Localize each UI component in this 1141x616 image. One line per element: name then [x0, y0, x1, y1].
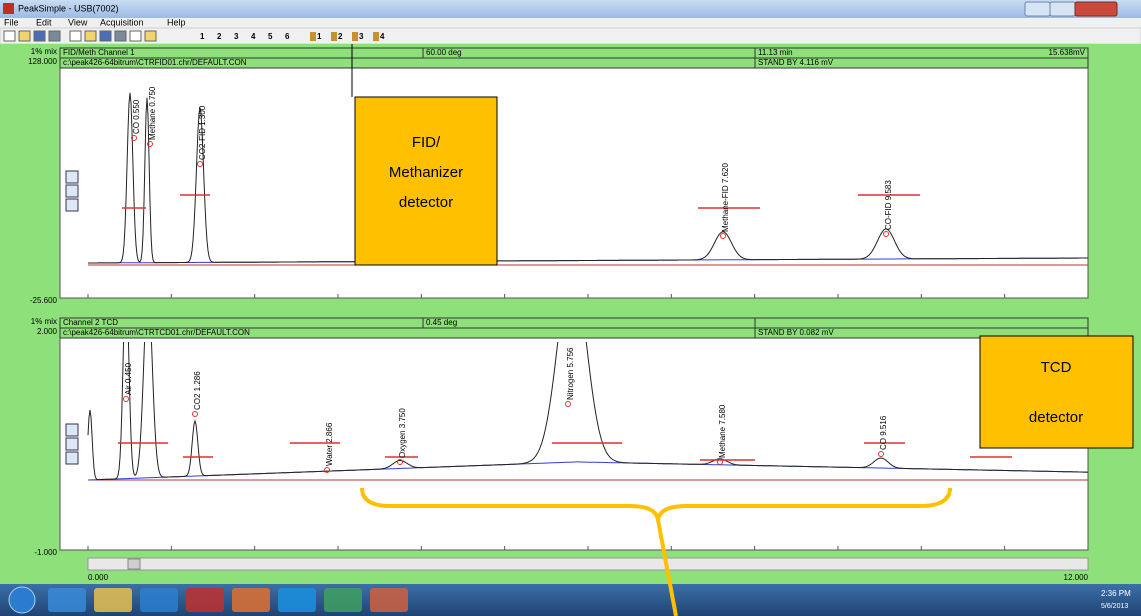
status: STAND BY 0.082 mV: [758, 328, 834, 337]
peak-label: Air 0.450: [124, 362, 133, 395]
tcd-annotation-text: TCD: [1041, 359, 1072, 376]
status: STAND BY 4.116 mV: [758, 58, 834, 67]
y-min-label: -1.000: [34, 548, 57, 557]
peak-label: Nitrogen 5.756: [566, 347, 575, 400]
channel-button[interactable]: 1: [200, 32, 205, 41]
channel-button[interactable]: 3: [234, 32, 239, 41]
channel-button[interactable]: 2: [217, 32, 222, 41]
tool-button[interactable]: [49, 31, 60, 41]
minimize-button[interactable]: [1025, 2, 1050, 16]
tool-button[interactable]: [115, 31, 126, 41]
file-path: c:\peak426-64bitrum\CTRFID01.chr/DEFAULT…: [63, 58, 247, 67]
detector-icon[interactable]: [373, 32, 379, 41]
menu-item[interactable]: Acquisition: [100, 17, 144, 27]
zoom-button[interactable]: [66, 199, 78, 211]
taskbar-app[interactable]: [324, 588, 362, 612]
page: { "window": {"title": "PeakSimple - USB(…: [0, 0, 1141, 616]
fid-annotation-text: Methanizer: [389, 164, 463, 181]
mix-label: 1% mix: [31, 317, 57, 326]
channel1-plot: [60, 68, 1088, 298]
channel-name: Channel 2 TCD: [63, 318, 118, 327]
detector-button[interactable]: 2: [338, 32, 343, 41]
fid-annotation-text: FID/: [412, 134, 441, 151]
peak-label: Oxygen 3.750: [398, 408, 407, 458]
taskbar-app[interactable]: [370, 588, 408, 612]
run-time: 11.13 min: [758, 48, 793, 57]
peak-label: CO 0.550: [132, 99, 141, 134]
tool-button[interactable]: [19, 31, 30, 41]
header-row: [60, 318, 1088, 328]
maximize-button[interactable]: [1050, 2, 1075, 16]
tcd-annotation: [980, 336, 1133, 448]
menu-item[interactable]: Help: [167, 17, 186, 27]
clock-time: 2:36 PM: [1101, 589, 1131, 598]
temperature: 0.45 deg: [426, 318, 457, 327]
tool-button[interactable]: [100, 31, 111, 41]
screenshot: PeakSimple - USB(7002) File Edit View Acqui…: [0, 0, 1141, 616]
tcd-annotation-text: detector: [1029, 409, 1083, 426]
detector-button[interactable]: 4: [380, 32, 385, 41]
peak-label: CO 9.516: [879, 415, 888, 450]
taskbar-app[interactable]: [232, 588, 270, 612]
taskbar-app[interactable]: [186, 588, 224, 612]
zoom-button[interactable]: [66, 171, 78, 183]
tool-button[interactable]: [4, 31, 15, 41]
tool-button[interactable]: [130, 31, 141, 41]
detector-icon[interactable]: [331, 32, 337, 41]
zoom-button[interactable]: [66, 438, 78, 450]
zoom-button[interactable]: [66, 185, 78, 197]
fid-annotation-text: detector: [399, 194, 453, 211]
fid-annotation: [355, 97, 497, 265]
menu-item[interactable]: Edit: [36, 17, 52, 27]
menu-item[interactable]: View: [68, 17, 88, 27]
app-icon: [3, 3, 14, 14]
taskbar-app[interactable]: [278, 588, 316, 612]
scroll-thumb[interactable]: [128, 559, 140, 569]
menu-item[interactable]: File: [4, 17, 19, 27]
file-path: c:\peak426-64bitrum\CTRTCD01.chr/DEFAULT…: [63, 328, 250, 337]
y-min-label: -25.600: [30, 296, 58, 305]
signal: 15.638mV: [1049, 48, 1086, 57]
y-max-label: 128.000: [28, 57, 57, 66]
peak-label: Methane-FID 7.620: [721, 163, 730, 232]
time-end: 12.000: [1064, 573, 1089, 582]
tool-button[interactable]: [70, 31, 81, 41]
taskbar-app[interactable]: [140, 588, 178, 612]
start-button[interactable]: [9, 587, 35, 613]
detector-icon[interactable]: [352, 32, 358, 41]
tool-button[interactable]: [34, 31, 45, 41]
tool-button[interactable]: [85, 31, 96, 41]
peak-label: Methane 7.580: [718, 404, 727, 458]
channel-button[interactable]: 6: [285, 32, 290, 41]
title-bar: [0, 0, 1141, 18]
detector-button[interactable]: 3: [359, 32, 364, 41]
peak-label: CO-FID 9.583: [884, 180, 893, 230]
channel-button[interactable]: 5: [268, 32, 273, 41]
channel-name: FID/Meth Channel 1: [63, 48, 135, 57]
time-start: 0.000: [88, 573, 109, 582]
peak-label: CO2-FID 1.300: [198, 105, 207, 160]
temperature: 60.00 deg: [426, 48, 462, 57]
clock-date: 5/6/2013: [1101, 603, 1128, 610]
zoom-button[interactable]: [66, 424, 78, 436]
peak-label: Methane 0.750: [148, 86, 157, 140]
close-button[interactable]: [1075, 2, 1117, 16]
zoom-button[interactable]: [66, 452, 78, 464]
tool-button[interactable]: [145, 31, 156, 41]
peak-label: CO2 1.286: [193, 371, 202, 410]
window-title: PeakSimple - USB(7002): [18, 3, 119, 13]
taskbar-app[interactable]: [48, 588, 86, 612]
y-max-label: 2.000: [37, 327, 58, 336]
detector-icon[interactable]: [310, 32, 316, 41]
detector-button[interactable]: 1: [317, 32, 322, 41]
taskbar-app[interactable]: [94, 588, 132, 612]
scrollbar[interactable]: [88, 558, 1088, 570]
header-row: [60, 48, 1088, 58]
toolbar: [0, 28, 1141, 44]
channel-button[interactable]: 4: [251, 32, 256, 41]
peak-label: Water 2.866: [325, 422, 334, 466]
mix-label: 1% mix: [31, 47, 57, 56]
